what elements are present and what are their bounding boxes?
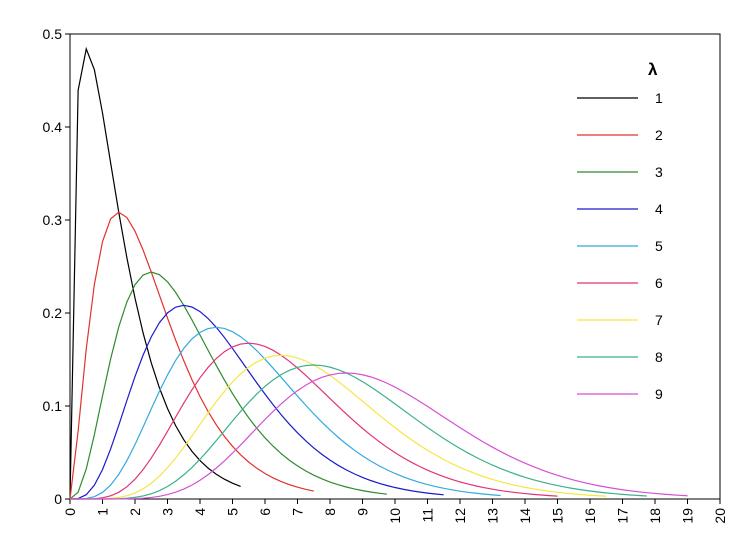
x-tick-label: 8 — [322, 508, 338, 516]
x-tick-label: 5 — [225, 508, 241, 516]
x-tick-label: 13 — [485, 508, 501, 524]
x-tick-label: 16 — [582, 508, 598, 524]
series-lines — [69, 46, 688, 500]
series-line-3 — [69, 271, 387, 500]
x-tick-label: 9 — [355, 508, 371, 516]
y-tick-label: 0.2 — [43, 305, 63, 321]
legend: λ 1 2 3 4 5 6 7 8 9 — [577, 60, 663, 402]
series-line-2 — [69, 211, 314, 500]
y-tick-label: 0.3 — [43, 212, 63, 228]
series-line-4 — [69, 304, 444, 500]
legend-label-3: 3 — [655, 164, 663, 180]
legend-label-1: 1 — [655, 90, 663, 106]
x-tick-label: 11 — [420, 508, 436, 523]
series-line-6 — [70, 342, 558, 500]
legend-label-8: 8 — [655, 349, 663, 365]
x-tick-label: 10 — [387, 508, 403, 524]
y-tick-label: 0.1 — [43, 398, 63, 414]
series-line-8 — [70, 364, 647, 500]
legend-title: λ — [648, 60, 658, 79]
series-line-9 — [70, 372, 688, 500]
x-tick-label: 0 — [62, 508, 78, 516]
x-tick-label: 20 — [712, 508, 728, 524]
x-tick-label: 1 — [95, 508, 111, 516]
plot-frame — [69, 33, 721, 500]
y-tick-label: 0.4 — [43, 119, 63, 135]
x-tick-label: 14 — [517, 508, 533, 524]
y-tick-label: 0 — [54, 491, 62, 507]
legend-label-9: 9 — [655, 386, 663, 402]
series-line-7 — [70, 354, 607, 500]
x-tick-label: 3 — [160, 508, 176, 516]
x-tick-label: 18 — [647, 508, 663, 524]
legend-label-4: 4 — [655, 201, 663, 217]
x-tick-label: 2 — [127, 508, 143, 516]
x-tick-label: 12 — [452, 508, 468, 524]
legend-label-6: 6 — [655, 275, 663, 291]
series-line-5 — [69, 326, 501, 500]
y-axis: 0 0.1 0.2 0.3 0.4 0.5 — [43, 26, 70, 507]
x-tick-label: 15 — [550, 508, 566, 524]
x-tick-label: 17 — [615, 508, 631, 524]
x-tick-label: 7 — [290, 508, 306, 516]
legend-label-7: 7 — [655, 312, 663, 328]
legend-label-2: 2 — [655, 127, 663, 143]
y-tick-label: 0.5 — [43, 26, 63, 42]
legend-label-5: 5 — [655, 238, 663, 254]
x-tick-label: 6 — [257, 508, 273, 516]
x-tick-label: 19 — [680, 508, 696, 524]
x-axis: 0 1 2 3 4 5 6 7 8 9 10 11 12 13 14 15 16 17 18 19 20 — [62, 499, 728, 524]
x-tick-label: 4 — [192, 508, 208, 516]
